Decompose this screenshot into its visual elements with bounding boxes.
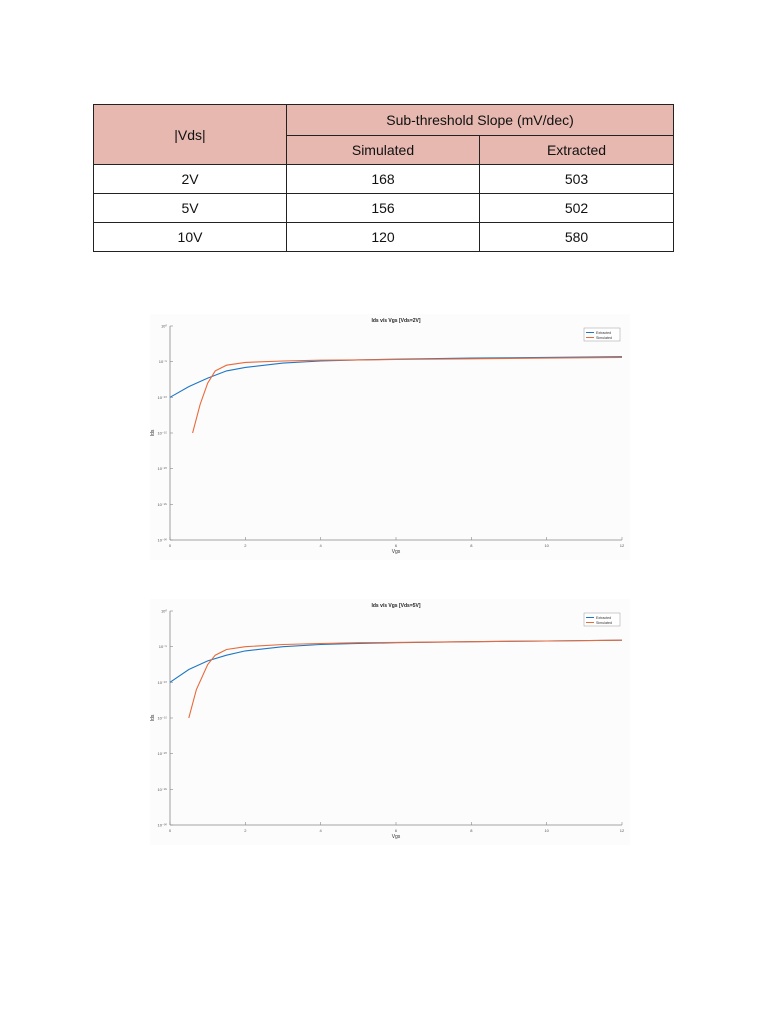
y-tick-label: 10⁻¹⁰ bbox=[158, 680, 168, 685]
y-tick-label: 10⁻²⁵ bbox=[157, 502, 167, 507]
y-tick-label: 10⁻²⁵ bbox=[157, 787, 167, 792]
legend-label: Extracted bbox=[596, 616, 611, 620]
x-tick-label: 2 bbox=[244, 828, 247, 833]
y-axis-label: Ids bbox=[150, 714, 156, 721]
simulated-header: Simulated bbox=[286, 135, 480, 165]
series-line-simulated bbox=[192, 356, 623, 434]
plot-background bbox=[150, 599, 630, 845]
vds-cell: 10V bbox=[93, 222, 287, 252]
x-tick-label: 8 bbox=[470, 828, 473, 833]
y-tick-label: 10⁻³⁰ bbox=[158, 538, 168, 543]
x-tick-label: 12 bbox=[620, 828, 625, 833]
subthreshold-slope-table: |Vds| Sub-threshold Slope (mV/dec) Simul… bbox=[93, 104, 675, 252]
y-tick-label: 10⁻³⁰ bbox=[158, 823, 168, 828]
x-tick-label: 0 bbox=[169, 543, 172, 548]
simulated-cell: 168 bbox=[286, 164, 480, 194]
legend-label: Simulated bbox=[596, 336, 612, 340]
extracted-header: Extracted bbox=[478, 135, 675, 165]
series-line-simulated bbox=[188, 639, 623, 719]
legend-label: Extracted bbox=[596, 331, 611, 335]
table-row: 5V 156 502 bbox=[93, 193, 675, 223]
x-axis-label: Vgs bbox=[392, 834, 401, 840]
y-tick-label: 10⁻²⁰ bbox=[158, 751, 168, 756]
x-axis-label: Vgs bbox=[392, 549, 401, 555]
chart-title: Ids v/s Vgs [Vds=5V] bbox=[371, 603, 420, 609]
chart-title: Ids v/s Vgs [Vds=2V] bbox=[371, 318, 420, 324]
x-tick-label: 2 bbox=[244, 543, 247, 548]
y-tick-label: 10⁻¹⁰ bbox=[158, 395, 168, 400]
ids-vgs-plot-vds-5v: 0 2 4 6 8 10 12 10⁰ 10⁻⁵ 10⁻¹⁰ 10⁻¹⁵ 10⁻²⁰ 10⁻²⁵ 10⁻³… bbox=[150, 599, 630, 845]
y-tick-label: 10⁻¹⁵ bbox=[157, 716, 167, 721]
chart-svg: 0 2 4 6 8 10 12 10⁰ 10⁻⁵ 10⁻¹⁰ 10⁻¹⁵ 10⁻²⁰ 10⁻²⁵ 10⁻³… bbox=[150, 599, 630, 845]
legend-label: Simulated bbox=[596, 621, 612, 625]
table-row: 2V 168 503 bbox=[93, 164, 675, 194]
x-tick-label: 10 bbox=[544, 543, 549, 548]
slope-group-header: Sub-threshold Slope (mV/dec) bbox=[285, 104, 675, 136]
x-tick-label: 6 bbox=[395, 828, 398, 833]
extracted-cell: 580 bbox=[478, 222, 675, 252]
x-tick-label: 8 bbox=[470, 543, 473, 548]
y-tick-label: 10⁻⁵ bbox=[159, 359, 168, 364]
extracted-cell: 503 bbox=[478, 164, 675, 194]
x-tick-label: 0 bbox=[169, 828, 172, 833]
x-tick-label: 6 bbox=[395, 543, 398, 548]
plot-background bbox=[150, 314, 630, 560]
y-tick-label: 10⁻⁵ bbox=[159, 644, 168, 649]
x-tick-label: 10 bbox=[544, 828, 549, 833]
chart-svg: 0 2 4 6 8 10 12 10⁰ 10⁻⁵ 10⁻¹⁰ 10⁻¹⁵ 10⁻²⁰ 10⁻²⁵ 10⁻³… bbox=[150, 314, 630, 560]
x-tick-label: 4 bbox=[320, 543, 323, 548]
ids-vgs-plot-vds-2v: 0 2 4 6 8 10 12 10⁰ 10⁻⁵ 10⁻¹⁰ 10⁻¹⁵ 10⁻²⁰ 10⁻²⁵ 10⁻³… bbox=[150, 314, 630, 560]
x-tick-label: 12 bbox=[620, 543, 625, 548]
vds-header: |Vds| bbox=[93, 104, 287, 165]
series-line-extracted bbox=[169, 356, 623, 398]
table-row: 10V 120 580 bbox=[93, 222, 675, 252]
y-tick-label: 10⁰ bbox=[161, 324, 167, 329]
y-tick-label: 10⁻²⁰ bbox=[158, 466, 168, 471]
x-tick-label: 4 bbox=[320, 828, 323, 833]
y-axis-label: Ids bbox=[150, 429, 156, 436]
y-tick-label: 10⁻¹⁵ bbox=[157, 431, 167, 436]
vds-cell: 2V bbox=[93, 164, 287, 194]
extracted-cell: 502 bbox=[478, 193, 675, 223]
vds-cell: 5V bbox=[93, 193, 287, 223]
y-tick-label: 10⁰ bbox=[161, 609, 167, 614]
simulated-cell: 120 bbox=[286, 222, 480, 252]
simulated-cell: 156 bbox=[286, 193, 480, 223]
